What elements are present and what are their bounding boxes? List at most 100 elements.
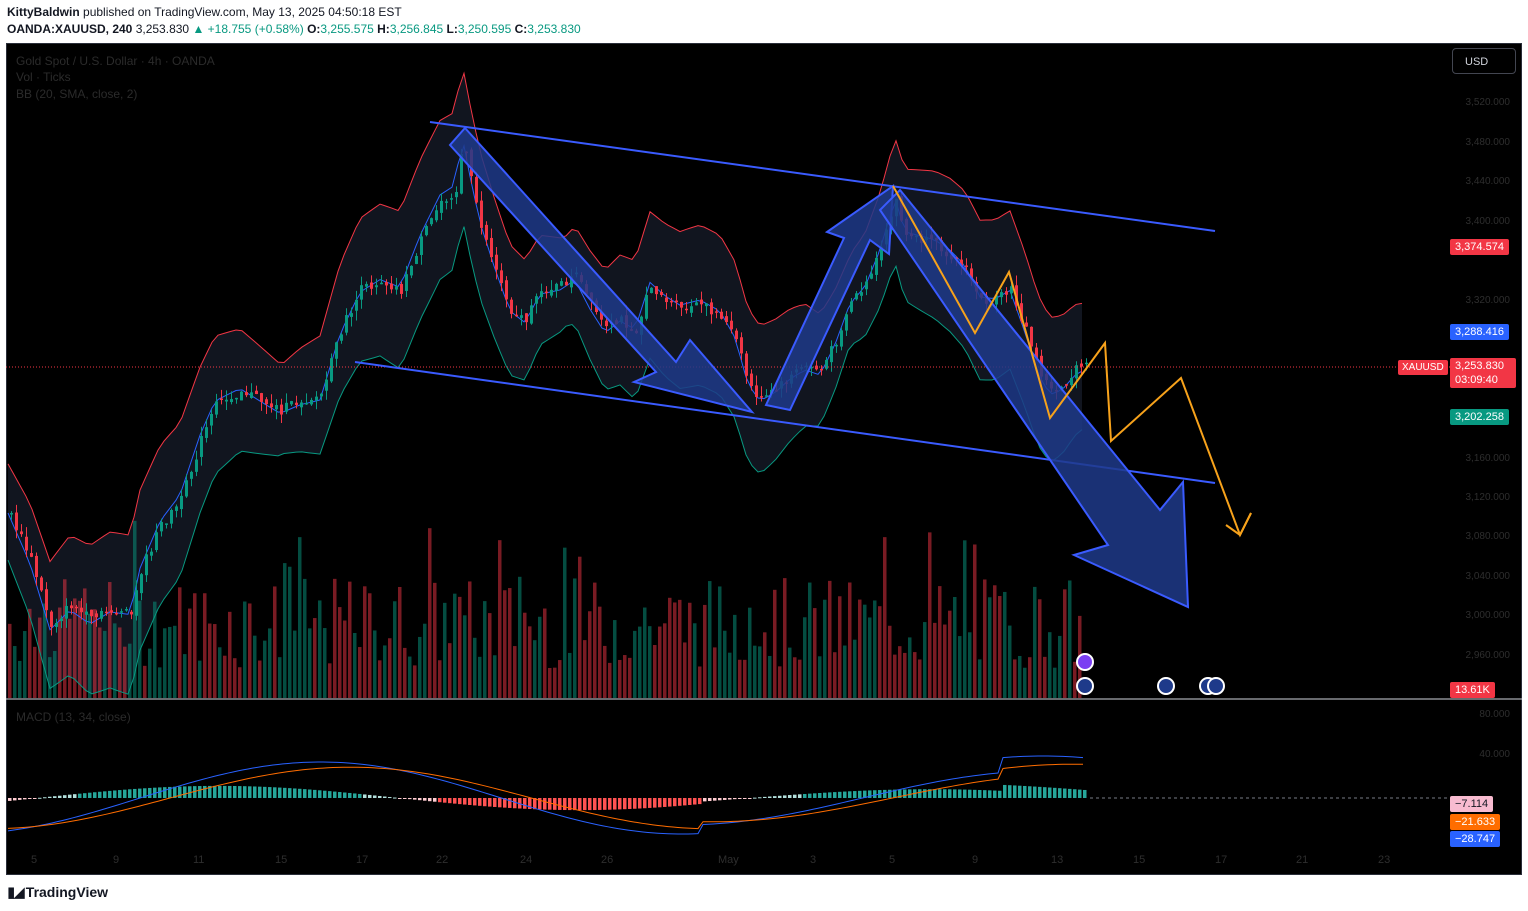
volume-bar bbox=[403, 647, 407, 698]
macd-histogram-bar bbox=[633, 798, 637, 809]
macd-histogram-bar bbox=[948, 789, 952, 798]
candle-body bbox=[245, 392, 248, 396]
candle-body bbox=[685, 308, 688, 311]
volume-bar bbox=[558, 660, 562, 698]
volume-bar bbox=[58, 607, 62, 698]
symbol-name[interactable]: OANDA:XAUUSD, 240 bbox=[7, 22, 133, 36]
price-tick: 3,440.000 bbox=[1465, 176, 1511, 187]
macd-histogram-bar bbox=[1013, 785, 1017, 798]
volume-tag: 13.61K bbox=[1450, 682, 1495, 698]
symbol-legend[interactable]: Gold Spot / U.S. Dollar · 4h · OANDA bbox=[16, 54, 215, 68]
macd-histogram-bar bbox=[93, 792, 97, 798]
volume-legend[interactable]: Vol · Ticks bbox=[16, 70, 71, 84]
macd-histogram-bar bbox=[173, 786, 177, 798]
macd-histogram-bar bbox=[283, 787, 287, 798]
macd-histogram-bar bbox=[848, 791, 852, 798]
volume-bar bbox=[948, 610, 952, 698]
us-flag-event-icon[interactable] bbox=[1207, 677, 1225, 695]
bb-legend[interactable]: BB (20, SMA, close, 2) bbox=[16, 87, 138, 101]
candle-body bbox=[440, 200, 443, 213]
macd-histogram-bar bbox=[528, 798, 532, 810]
macd-histogram-bar bbox=[758, 797, 762, 799]
macd-histogram-bar bbox=[773, 796, 777, 798]
candle-body bbox=[215, 401, 218, 415]
volume-bar bbox=[568, 652, 572, 698]
candle-body bbox=[505, 280, 508, 300]
macd-histogram-bar bbox=[588, 798, 592, 811]
candle-body bbox=[255, 390, 258, 395]
volume-bar bbox=[733, 614, 737, 698]
macd-histogram-bar bbox=[78, 793, 82, 798]
candle-body bbox=[1065, 384, 1068, 386]
volume-bar bbox=[213, 624, 217, 698]
macd-histogram-bar bbox=[753, 797, 757, 799]
macd-histogram-bar bbox=[603, 798, 607, 810]
macd-legend[interactable]: MACD (13, 34, close) bbox=[16, 710, 131, 724]
macd-histogram-bar bbox=[498, 798, 502, 808]
macd-histogram-bar bbox=[1033, 786, 1037, 798]
candle-body bbox=[265, 399, 268, 405]
bb-basis-tag: 3,288.416 bbox=[1450, 324, 1509, 340]
volume-bar bbox=[918, 659, 922, 698]
volume-bar bbox=[803, 617, 807, 698]
time-tick: 21 bbox=[1296, 854, 1309, 866]
candle-body bbox=[150, 551, 153, 556]
volume-bar bbox=[593, 582, 597, 698]
us-flag-event-icon[interactable] bbox=[1157, 677, 1175, 695]
volume-bar bbox=[113, 623, 117, 698]
macd-histogram-bar bbox=[433, 798, 437, 802]
macd-histogram-bar bbox=[868, 790, 872, 798]
volume-bar bbox=[683, 642, 687, 698]
price-tag: 3,253.830 bbox=[1455, 360, 1504, 372]
macd-histogram-bar bbox=[493, 798, 497, 807]
candle-body bbox=[695, 302, 698, 306]
macd-histogram-bar bbox=[448, 798, 452, 804]
candle-body bbox=[400, 283, 403, 294]
macd-histogram-bar bbox=[48, 796, 52, 798]
volume-bar bbox=[848, 582, 852, 698]
volume-bar bbox=[678, 599, 682, 698]
volume-bar bbox=[583, 640, 587, 698]
time-tick: 15 bbox=[275, 854, 288, 866]
candle-body bbox=[365, 283, 368, 287]
candle-body bbox=[300, 402, 303, 408]
candle-body bbox=[600, 311, 603, 320]
time-tick: May bbox=[718, 854, 739, 866]
volume-bar bbox=[703, 604, 707, 698]
candle-body bbox=[170, 509, 173, 524]
tradingview-brand: TradingView bbox=[25, 884, 109, 900]
high-value: 3,256.845 bbox=[389, 22, 444, 36]
tradingview-logo[interactable]: ▮◢ TradingView bbox=[7, 883, 108, 901]
macd-histogram-bar bbox=[388, 797, 392, 799]
candle-body bbox=[660, 292, 663, 295]
volume-bar bbox=[63, 579, 67, 698]
candle-body bbox=[965, 265, 968, 267]
candle-body bbox=[665, 297, 668, 303]
volume-bar bbox=[718, 586, 722, 698]
author-name[interactable]: KittyBaldwin bbox=[7, 5, 80, 19]
us-flag-event-icon[interactable] bbox=[1076, 677, 1094, 695]
macd-histogram-bar bbox=[1053, 787, 1057, 798]
candle-body bbox=[240, 391, 243, 401]
candle-body bbox=[530, 305, 533, 324]
candle-body bbox=[705, 303, 708, 307]
currency-button[interactable]: USD bbox=[1452, 48, 1516, 74]
candle-body bbox=[540, 291, 543, 298]
macd-histogram-bar bbox=[248, 786, 252, 798]
macd-histogram-bar bbox=[373, 795, 377, 798]
lightning-event-icon[interactable] bbox=[1076, 653, 1094, 671]
candle-body bbox=[1035, 347, 1038, 359]
macd-histogram-bar bbox=[303, 789, 307, 798]
candle-body bbox=[345, 315, 348, 333]
candle-body bbox=[105, 611, 108, 614]
volume-bar bbox=[578, 556, 582, 698]
drawings-layer bbox=[354, 121, 1252, 609]
volume-bar bbox=[1018, 655, 1022, 698]
volume-bar bbox=[188, 608, 192, 698]
macd-histogram-bar bbox=[23, 798, 27, 800]
candle-body bbox=[760, 396, 763, 398]
volume-bar bbox=[323, 628, 327, 698]
volume-bar bbox=[203, 593, 207, 698]
time-tick: 5 bbox=[889, 854, 896, 866]
